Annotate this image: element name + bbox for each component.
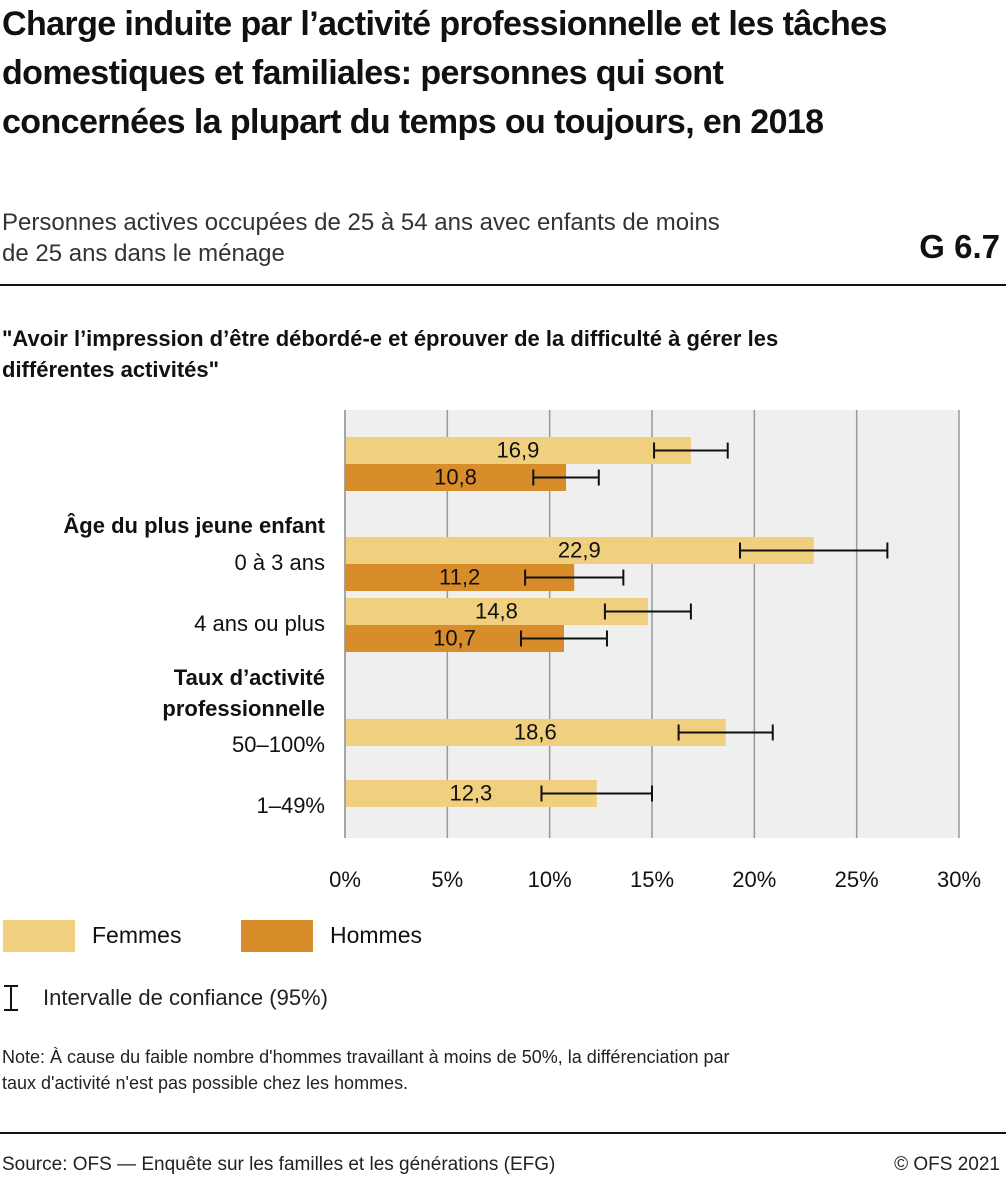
x-tick-label: 20%	[732, 867, 776, 892]
error-bar	[540, 785, 653, 802]
y-tick-label: 50–100%	[232, 732, 325, 757]
error-bar	[524, 569, 625, 586]
value-label: 11,2	[439, 564, 480, 589]
error-bar	[603, 603, 692, 620]
legend-label: Hommes	[330, 922, 422, 948]
x-tick-label: 25%	[835, 867, 879, 892]
group-label: Âge du plus jeune enfant	[63, 513, 325, 538]
y-tick-label: 4 ans ou plus	[194, 611, 325, 636]
value-label: 22,9	[558, 537, 601, 562]
subtitle: Personnes actives occupées de 25 à 54 an…	[2, 209, 720, 267]
error-bar	[520, 630, 608, 647]
copyright: © OFS 2021	[894, 1154, 1000, 1175]
x-tick-label: 5%	[431, 867, 463, 892]
value-label: 10,8	[434, 464, 477, 489]
bar	[345, 437, 691, 464]
error-bar	[739, 542, 889, 559]
x-tick-label: 15%	[630, 867, 674, 892]
x-tick-label: 10%	[528, 867, 572, 892]
bar	[345, 537, 814, 564]
question: "Avoir l’impression d’être débordé-e et …	[2, 326, 779, 382]
x-tick-label: 30%	[937, 867, 981, 892]
value-label: 12,3	[449, 780, 492, 805]
error-legend: Intervalle de confiance (95%)	[43, 985, 328, 1010]
value-label: 18,6	[514, 719, 557, 744]
error-bar	[677, 724, 774, 741]
ci-icon	[4, 985, 18, 1011]
source: Source: OFS — Enquête sur les familles e…	[2, 1154, 556, 1175]
value-label: 14,8	[475, 598, 518, 623]
group-label: Taux d’activité professionnelle	[162, 665, 325, 721]
value-label: 16,9	[497, 437, 540, 462]
value-label: 10,7	[433, 625, 476, 650]
y-tick-label: 1–49%	[256, 793, 325, 818]
x-tick-label: 0%	[329, 867, 361, 892]
bar	[345, 719, 726, 746]
legend-label: Femmes	[92, 922, 181, 948]
bar	[345, 598, 648, 625]
error-bar	[653, 442, 729, 459]
legend-swatch	[3, 920, 75, 952]
y-tick-label: 0 à 3 ans	[234, 550, 325, 575]
legend-swatch	[241, 920, 313, 952]
note: Note: À cause du faible nombre d'hommes …	[2, 1047, 730, 1093]
error-bar	[532, 469, 600, 486]
chart-id: G 6.7	[919, 228, 1000, 265]
chart-title: Charge induite par l’activité profession…	[2, 5, 887, 141]
bar	[345, 464, 567, 491]
